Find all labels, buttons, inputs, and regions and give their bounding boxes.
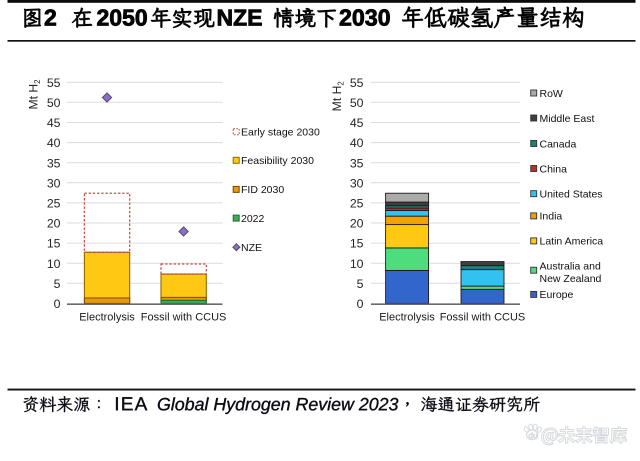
svg-text:Fossil with CCUS: Fossil with CCUS: [440, 312, 526, 324]
svg-text:45: 45: [350, 116, 364, 130]
svg-text:20: 20: [47, 217, 61, 231]
svg-text:55: 55: [350, 76, 364, 90]
svg-text:2022: 2022: [241, 213, 265, 225]
svg-text:40: 40: [350, 136, 364, 150]
svg-text:50: 50: [47, 96, 61, 110]
svg-text:China: China: [540, 163, 568, 175]
svg-text:15: 15: [47, 237, 61, 251]
svg-text:35: 35: [350, 156, 364, 170]
svg-text:40: 40: [47, 136, 61, 150]
svg-text:25: 25: [47, 197, 61, 211]
svg-text:India: India: [540, 211, 563, 223]
svg-text:5: 5: [357, 277, 364, 291]
svg-text:10: 10: [47, 257, 61, 271]
svg-text:0: 0: [54, 297, 61, 311]
svg-text:55: 55: [47, 76, 61, 90]
svg-text:30: 30: [350, 176, 364, 190]
svg-text:20: 20: [350, 217, 364, 231]
svg-text:Mt H2: Mt H2: [330, 81, 345, 111]
svg-text:Europe: Europe: [540, 289, 574, 301]
svg-text:Latin America: Latin America: [540, 236, 604, 248]
svg-text:New Zealand: New Zealand: [540, 273, 602, 285]
svg-text:Electrolysis: Electrolysis: [79, 312, 135, 324]
svg-text:10: 10: [350, 257, 364, 271]
svg-text:25: 25: [350, 197, 364, 211]
svg-text:35: 35: [47, 156, 61, 170]
svg-text:Feasibility 2030: Feasibility 2030: [241, 155, 314, 167]
svg-text:Canada: Canada: [540, 138, 577, 150]
svg-text:Electrolysis: Electrolysis: [379, 312, 435, 324]
svg-text:45: 45: [47, 116, 61, 130]
svg-text:Middle East: Middle East: [540, 113, 595, 125]
svg-text:50: 50: [350, 96, 364, 110]
svg-text:Early stage 2030: Early stage 2030: [241, 127, 320, 139]
svg-text:RoW: RoW: [540, 88, 563, 100]
svg-text:Fossil with CCUS: Fossil with CCUS: [141, 312, 227, 324]
svg-text:0: 0: [357, 297, 364, 311]
svg-text:15: 15: [350, 237, 364, 251]
svg-text:5: 5: [54, 277, 61, 291]
svg-text:NZE: NZE: [241, 242, 262, 254]
svg-text:Australia and: Australia and: [540, 261, 601, 273]
svg-text:FID 2030: FID 2030: [241, 184, 284, 196]
svg-text:Mt H2: Mt H2: [27, 79, 42, 109]
svg-text:United States: United States: [540, 189, 603, 201]
svg-text:30: 30: [47, 176, 61, 190]
